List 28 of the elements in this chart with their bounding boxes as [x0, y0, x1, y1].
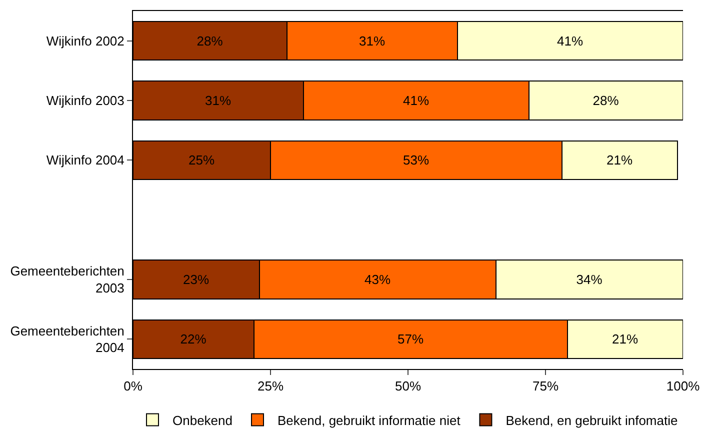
data-label: 43% [364, 272, 391, 287]
y-tick-label: Gemeenteberichten 2003 [10, 264, 124, 296]
x-tick-label: 25% [257, 378, 284, 394]
legend-label: Onbekend [172, 412, 232, 428]
data-label: 41% [557, 33, 584, 48]
data-label: 21% [606, 152, 633, 168]
data-label: 21% [612, 332, 638, 347]
data-label: 31% [205, 93, 232, 108]
data-label: 28% [196, 33, 224, 48]
x-tick-label: 100% [666, 378, 700, 394]
legend-label: Bekend, gebruikt informatie niet [278, 412, 461, 428]
y-tick-label: Wijkinfo 2002 [46, 33, 124, 48]
data-label: 34% [576, 272, 603, 287]
data-label: 57% [398, 332, 424, 347]
x-tick-label: 75% [532, 378, 559, 394]
data-label: 23% [183, 272, 210, 287]
y-tick-label: Gemeenteberichten 2004 [10, 323, 124, 356]
data-label: 28% [592, 93, 620, 108]
y-tick-label: Wijkinfo 2003 [46, 93, 124, 108]
data-label: 22% [180, 332, 207, 347]
legend-label: Bekend, en gebruikt infomatie [506, 412, 678, 428]
data-label: 25% [188, 152, 215, 168]
y-tick-label: Wijkinfo 2004 [46, 152, 124, 168]
data-label: 41% [403, 93, 430, 108]
x-tick-label: 0% [124, 378, 143, 394]
x-tick-label: 50% [394, 378, 422, 394]
data-label: 31% [359, 33, 386, 48]
data-label: 53% [403, 152, 430, 168]
